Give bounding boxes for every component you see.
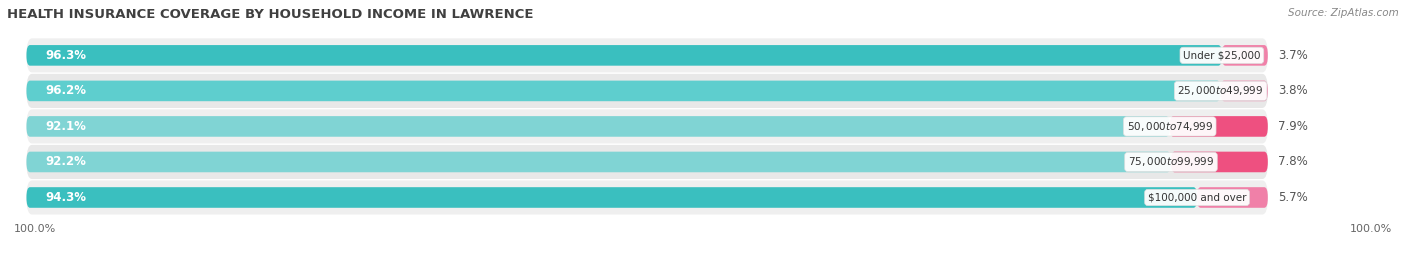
Text: 3.8%: 3.8%: [1278, 84, 1308, 97]
Text: 94.3%: 94.3%: [45, 191, 86, 204]
Text: HEALTH INSURANCE COVERAGE BY HOUSEHOLD INCOME IN LAWRENCE: HEALTH INSURANCE COVERAGE BY HOUSEHOLD I…: [7, 8, 533, 21]
FancyBboxPatch shape: [27, 180, 1268, 215]
Text: 7.8%: 7.8%: [1278, 155, 1308, 168]
FancyBboxPatch shape: [1171, 152, 1268, 172]
Text: 96.3%: 96.3%: [45, 49, 86, 62]
FancyBboxPatch shape: [27, 74, 1268, 108]
FancyBboxPatch shape: [27, 109, 1268, 143]
Text: 96.2%: 96.2%: [45, 84, 86, 97]
Text: 92.1%: 92.1%: [45, 120, 86, 133]
Text: $50,000 to $74,999: $50,000 to $74,999: [1126, 120, 1213, 133]
FancyBboxPatch shape: [27, 45, 1222, 66]
FancyBboxPatch shape: [1220, 81, 1268, 101]
Text: 3.7%: 3.7%: [1278, 49, 1308, 62]
FancyBboxPatch shape: [27, 81, 1220, 101]
FancyBboxPatch shape: [27, 187, 1197, 208]
FancyBboxPatch shape: [1170, 116, 1268, 137]
Text: 100.0%: 100.0%: [1350, 224, 1392, 234]
Text: 5.7%: 5.7%: [1278, 191, 1308, 204]
FancyBboxPatch shape: [27, 38, 1268, 72]
FancyBboxPatch shape: [27, 145, 1268, 179]
Text: 92.2%: 92.2%: [45, 155, 86, 168]
FancyBboxPatch shape: [1197, 187, 1268, 208]
FancyBboxPatch shape: [1222, 45, 1268, 66]
Text: 7.9%: 7.9%: [1278, 120, 1308, 133]
Text: 100.0%: 100.0%: [14, 224, 56, 234]
Text: Under $25,000: Under $25,000: [1182, 50, 1261, 60]
FancyBboxPatch shape: [27, 116, 1170, 137]
Text: $25,000 to $49,999: $25,000 to $49,999: [1177, 84, 1264, 97]
FancyBboxPatch shape: [27, 152, 1171, 172]
Text: Source: ZipAtlas.com: Source: ZipAtlas.com: [1288, 8, 1399, 18]
Text: $75,000 to $99,999: $75,000 to $99,999: [1128, 155, 1215, 168]
Text: $100,000 and over: $100,000 and over: [1147, 193, 1246, 203]
